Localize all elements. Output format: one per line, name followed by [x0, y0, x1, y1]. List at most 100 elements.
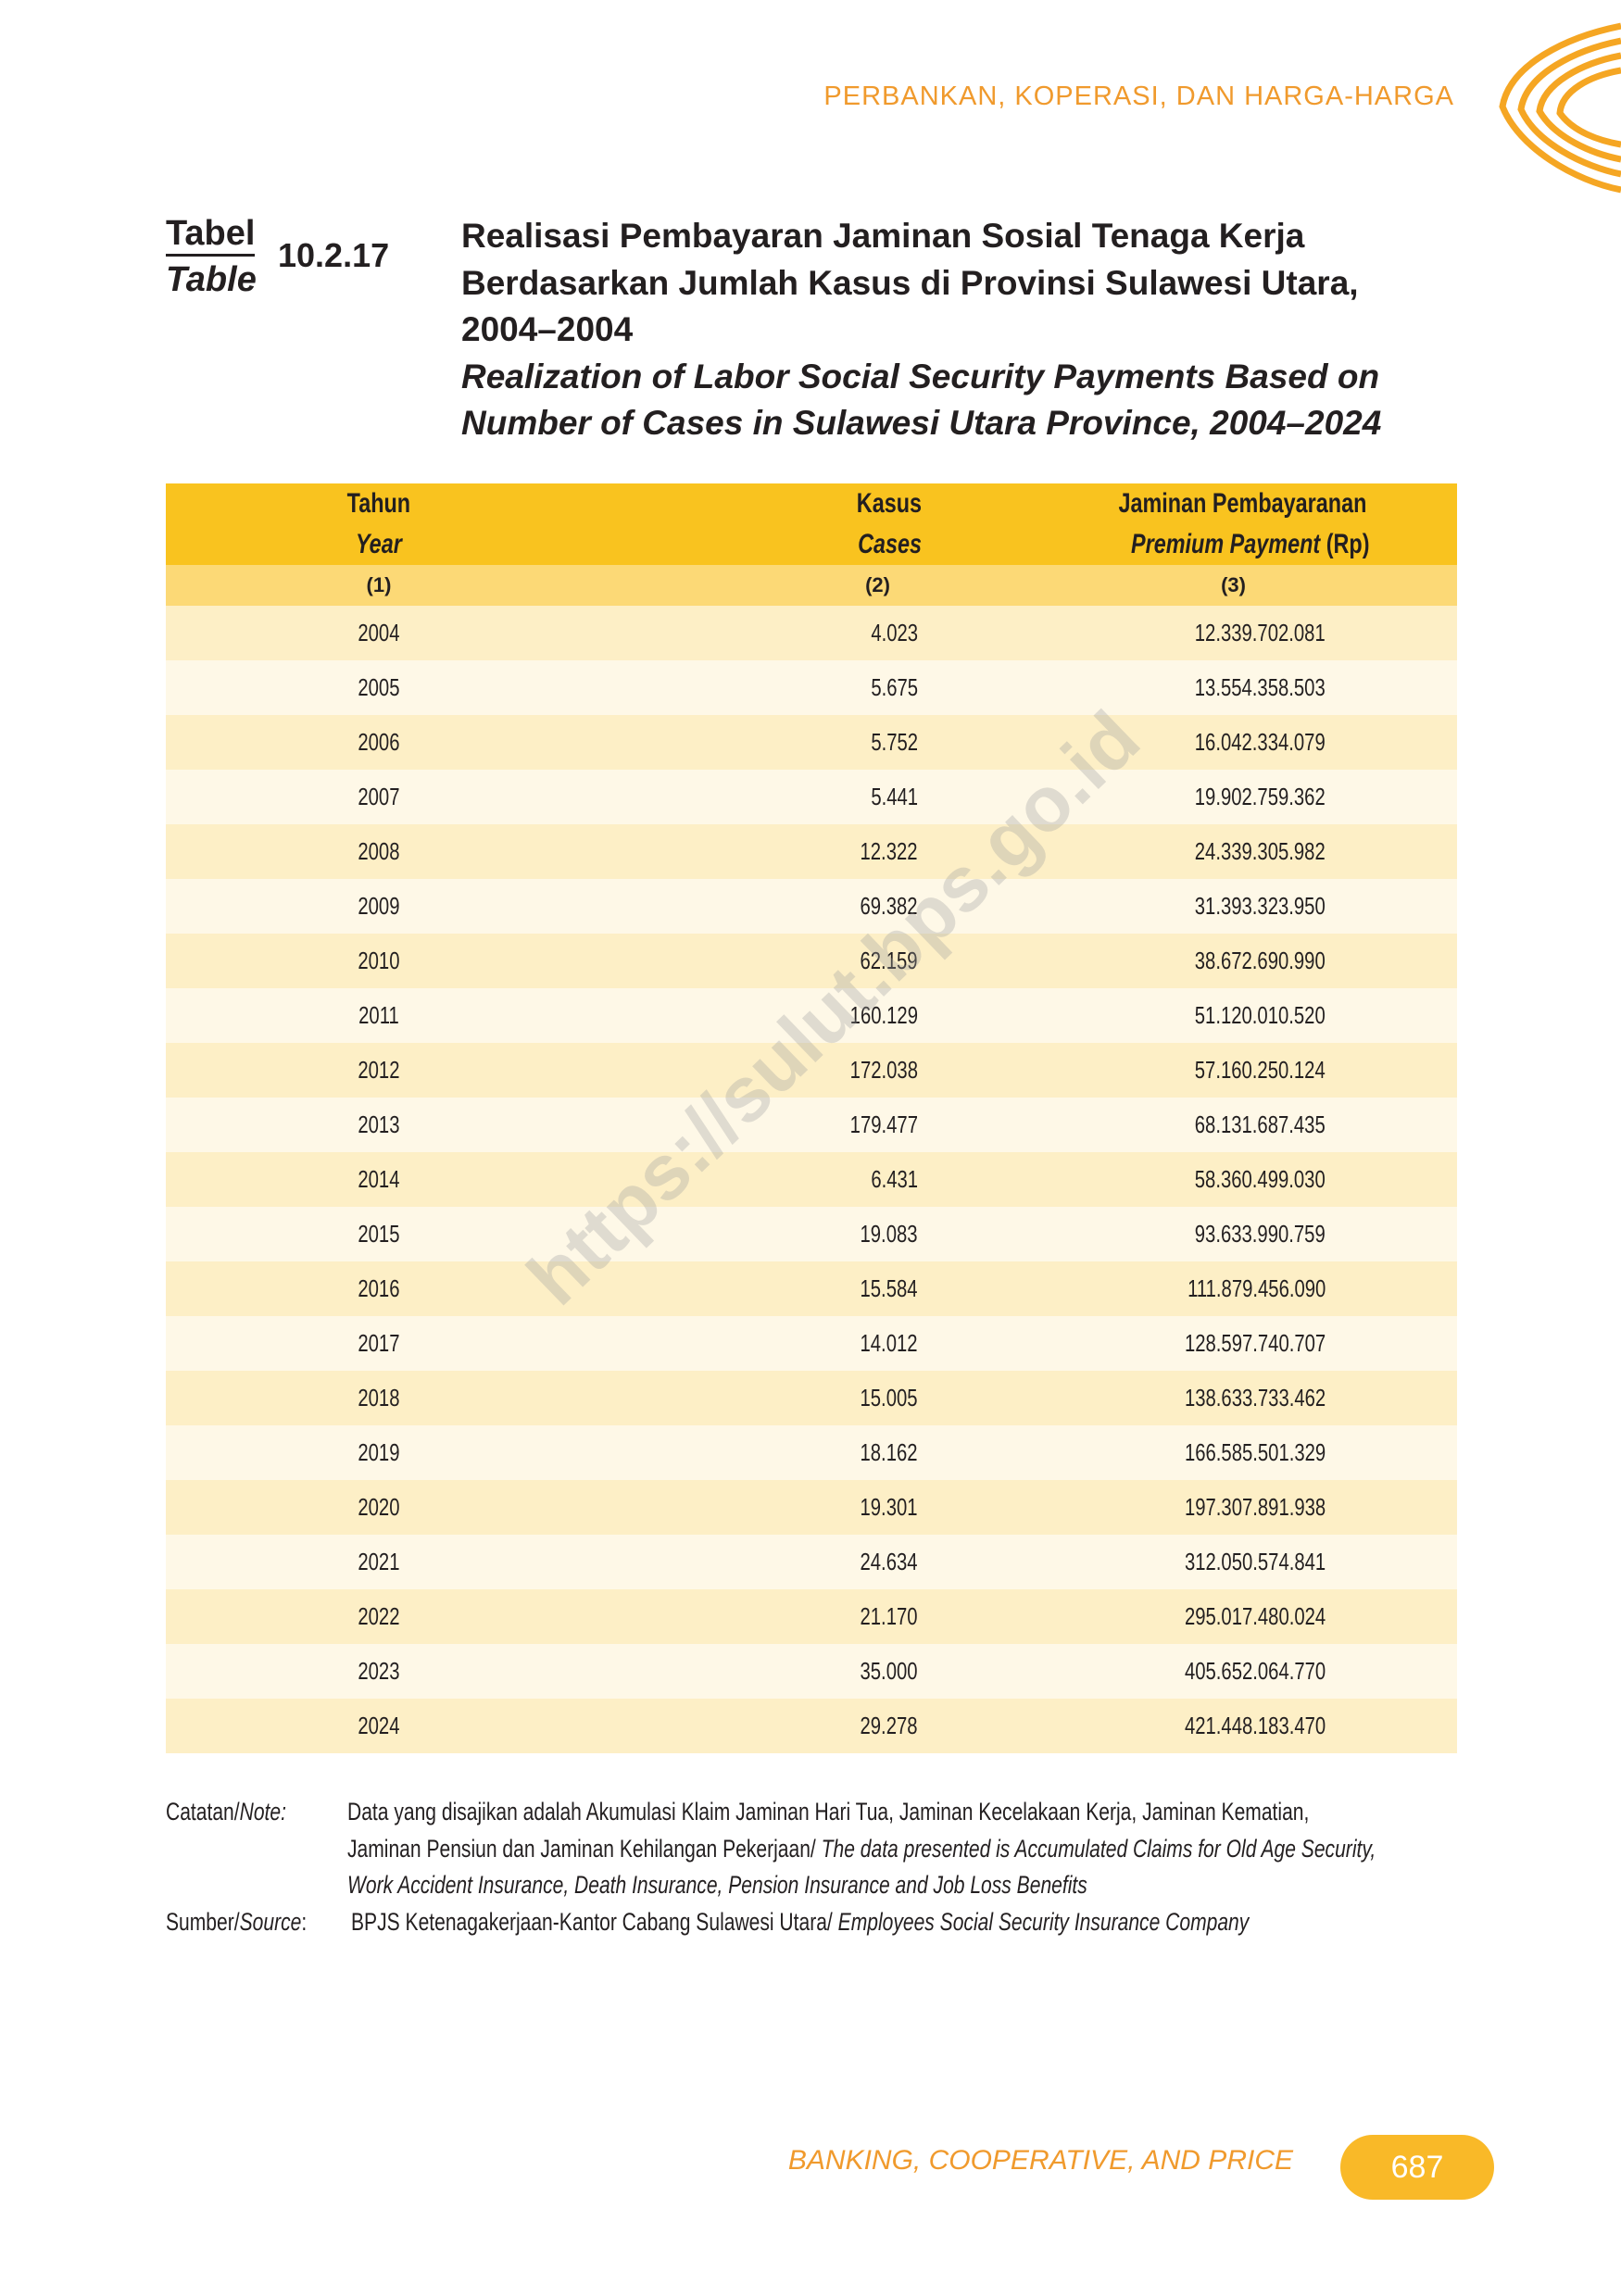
- table-row: 2008 12.322 24.339.305.982: [166, 824, 1457, 879]
- cell-text: 197.307.891.938: [1184, 1493, 1326, 1521]
- cell-text: 14.012: [860, 1329, 918, 1357]
- section-header: PERBANKAN, KOPERASI, DAN HARGA-HARGA: [823, 82, 1454, 111]
- cell-text: 12.339.702.081: [1195, 619, 1326, 646]
- table-row: 2010 62.159 38.672.690.990: [166, 934, 1457, 988]
- title-line: 2004–2004: [461, 310, 634, 348]
- cell-text: 138.633.733.462: [1184, 1384, 1326, 1411]
- cell-text: 111.879.456.090: [1187, 1274, 1326, 1302]
- table-cell: 2023: [166, 1644, 592, 1699]
- table-cell: 295.017.480.024: [935, 1589, 1457, 1644]
- source-text-en: Employees Social Security Insurance Comp…: [837, 1907, 1250, 1936]
- table-row: 2012 172.038 57.160.250.124: [166, 1043, 1457, 1098]
- source-colon: :: [301, 1907, 308, 1936]
- table-number: 10.2.17: [278, 236, 390, 274]
- table-row: 2005 5.675 13.554.358.503: [166, 660, 1457, 715]
- cell-text: 13.554.358.503: [1195, 673, 1326, 701]
- table-cell: 68.131.687.435: [935, 1098, 1457, 1152]
- table-row: 2020 19.301 197.307.891.938: [166, 1480, 1457, 1535]
- source-label: Sumber/: [166, 1907, 240, 1936]
- title-line: Berdasarkan Jumlah Kasus di Provinsi Sul…: [461, 263, 1359, 302]
- header-text: Tahun: [346, 488, 411, 519]
- cell-text: 2006: [358, 728, 400, 756]
- table-row: 2019 18.162 166.585.501.329: [166, 1425, 1457, 1480]
- cell-text: 128.597.740.707: [1184, 1329, 1326, 1357]
- cell-text: 2016: [358, 1274, 400, 1302]
- column-number: (2): [592, 565, 935, 606]
- column-number: (1): [166, 565, 592, 606]
- source-label-en: Source: [239, 1907, 302, 1936]
- table-cell: 5.675: [592, 660, 935, 715]
- cell-text: 2022: [358, 1602, 400, 1630]
- table-cell: 31.393.323.950: [935, 879, 1457, 934]
- cell-text: 51.120.010.520: [1195, 1001, 1326, 1029]
- cell-text: 312.050.574.841: [1184, 1548, 1326, 1575]
- table-cell: 160.129: [592, 988, 935, 1043]
- table-cell: 14.012: [592, 1316, 935, 1371]
- table-cell: 2011: [166, 988, 592, 1043]
- table-row: 2011 160.129 51.120.010.520: [166, 988, 1457, 1043]
- table-cell: 2007: [166, 770, 592, 824]
- title-line: Realisasi Pembayaran Jaminan Sosial Tena…: [461, 217, 1305, 255]
- table-row: 2015 19.083 93.633.990.759: [166, 1207, 1457, 1261]
- cell-text: 6.431: [871, 1165, 918, 1193]
- table-cell: 179.477: [592, 1098, 935, 1152]
- cell-text: 405.652.064.770: [1184, 1657, 1326, 1685]
- footer-section: BANKING, COOPERATIVE, AND PRICE: [787, 2145, 1293, 2176]
- table-title: Realisasi Pembayaran Jaminan Sosial Tena…: [461, 213, 1480, 447]
- cell-text: 2012: [358, 1056, 400, 1084]
- table-cell: 2004: [166, 606, 592, 660]
- table-cell: 2022: [166, 1589, 592, 1644]
- cell-text: 21.170: [860, 1602, 918, 1630]
- table-row: 2006 5.752 16.042.334.079: [166, 715, 1457, 770]
- table-cell: 29.278: [592, 1699, 935, 1753]
- header-row: Tahun Year Kasus Cases Jaminan Pembayarana…: [166, 483, 1457, 565]
- table-cell: 13.554.358.503: [935, 660, 1457, 715]
- table-cell: 21.170: [592, 1589, 935, 1644]
- cell-text: 2005: [358, 673, 400, 701]
- table-cell: 421.448.183.470: [935, 1699, 1457, 1753]
- cell-text: 38.672.690.990: [1195, 947, 1326, 974]
- cell-text: 24.634: [860, 1548, 918, 1575]
- cell-text: 19.083: [860, 1220, 918, 1248]
- cell-text: 19.902.759.362: [1195, 783, 1326, 810]
- table-row: 2004 4.023 12.339.702.081: [166, 606, 1457, 660]
- note-text: Jaminan Pensiun dan Jaminan Kehilangan P…: [347, 1834, 822, 1863]
- cell-text: 2023: [358, 1657, 400, 1685]
- cell-text: 93.633.990.759: [1195, 1220, 1326, 1248]
- header-cell: Jaminan Pembayaranan Premium Payment (Rp): [935, 483, 1457, 565]
- decor-swoosh: [1499, 22, 1621, 194]
- cell-text: 2013: [358, 1110, 400, 1138]
- cell-text: 62.159: [860, 947, 918, 974]
- table-cell: 2010: [166, 934, 592, 988]
- table-cell: 2008: [166, 824, 592, 879]
- table-cell: 2014: [166, 1152, 592, 1207]
- header-text-en: Premium Payment: [1130, 529, 1320, 559]
- cell-text: 2020: [358, 1493, 400, 1521]
- note-text-en: The data presented is Accumulated Claims…: [821, 1834, 1376, 1863]
- table-cell: 62.159: [592, 934, 935, 988]
- table-cell: 111.879.456.090: [935, 1261, 1457, 1316]
- cell-text: 2010: [358, 947, 400, 974]
- cell-text: 2015: [358, 1220, 400, 1248]
- table-cell: 24.634: [592, 1535, 935, 1589]
- cell-text: 35.000: [860, 1657, 918, 1685]
- table-cell: 58.360.499.030: [935, 1152, 1457, 1207]
- table-cell: 197.307.891.938: [935, 1480, 1457, 1535]
- table-row: 2017 14.012 128.597.740.707: [166, 1316, 1457, 1371]
- cell-text: 160.129: [849, 1001, 918, 1029]
- source-text: BPJS Ketenagakerjaan-Kantor Cabang Sulaw…: [351, 1907, 838, 1936]
- table-cell: 5.752: [592, 715, 935, 770]
- table-row: 2022 21.170 295.017.480.024: [166, 1589, 1457, 1644]
- table-label: Tabel: [166, 213, 256, 257]
- table-cell: 2005: [166, 660, 592, 715]
- table-cell: 5.441: [592, 770, 935, 824]
- cell-text: 15.005: [860, 1384, 918, 1411]
- cell-text: 2014: [358, 1165, 400, 1193]
- table-row: 2024 29.278 421.448.183.470: [166, 1699, 1457, 1753]
- table-row: 2007 5.441 19.902.759.362: [166, 770, 1457, 824]
- table-row: 2018 15.005 138.633.733.462: [166, 1371, 1457, 1425]
- table-cell: 16.042.334.079: [935, 715, 1457, 770]
- cell-text: 2018: [358, 1384, 400, 1411]
- cell-text: 29.278: [860, 1712, 918, 1739]
